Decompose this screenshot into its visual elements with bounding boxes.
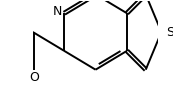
Text: O: O xyxy=(29,71,39,84)
Text: N: N xyxy=(53,5,62,18)
Text: S: S xyxy=(166,26,173,39)
